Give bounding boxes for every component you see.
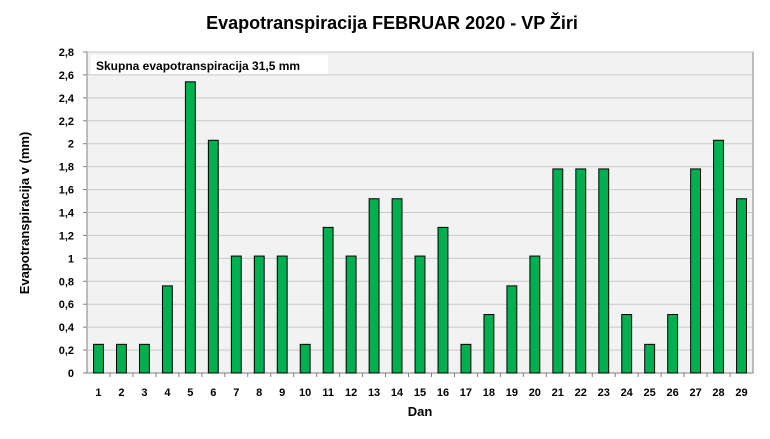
bar-day-8 <box>253 255 265 374</box>
y-tick-label: 2 <box>68 139 74 151</box>
y-tick-label: 0,6 <box>59 299 74 311</box>
bar-day-1 <box>93 343 104 374</box>
bar-day-18 <box>483 314 495 374</box>
x-tick-label: 6 <box>210 387 216 399</box>
bar-day-5 <box>184 81 196 374</box>
bar-day-12 <box>345 255 357 374</box>
x-tick-label: 9 <box>279 387 285 399</box>
y-tick-label: 2,2 <box>59 116 74 128</box>
x-tick-label: 23 <box>598 387 610 399</box>
x-tick-label: 27 <box>689 387 701 399</box>
y-tick-label: 0,4 <box>59 322 75 334</box>
bar-day-19 <box>506 285 518 374</box>
x-tick-label: 11 <box>322 387 334 399</box>
x-tick-label: 24 <box>621 387 634 399</box>
y-axis-title: Evapotranspiracija v (mm) <box>17 132 32 295</box>
bar-day-28 <box>713 139 724 374</box>
x-tick-label: 3 <box>141 387 147 399</box>
x-tick-label: 10 <box>299 387 311 399</box>
x-tick-label: 1 <box>95 387 101 399</box>
y-tick-label: 0,8 <box>59 276 74 288</box>
bar-day-27 <box>690 168 702 374</box>
bar-day-20 <box>529 255 541 374</box>
bar-day-25 <box>644 343 656 374</box>
x-tick-label: 18 <box>483 387 495 399</box>
bar-day-22 <box>575 168 587 374</box>
y-tick-label: 2,4 <box>59 93 75 105</box>
y-tick-label: 1 <box>68 253 74 265</box>
x-axis-ticks: 1 2 3 4 5 6 7 8 9 10 11 12 13 14 15 16 17 18 19 20 21 22 23 24 2… <box>95 373 748 399</box>
x-tick-label: 5 <box>187 387 193 399</box>
x-tick-label: 16 <box>437 387 449 399</box>
x-tick-label: 7 <box>233 387 239 399</box>
bar-day-14 <box>391 198 403 374</box>
y-tick-label: 1,8 <box>59 162 74 174</box>
bar-day-21 <box>552 168 564 374</box>
bar-day-23 <box>598 168 610 374</box>
y-axis-ticks: 0 0,2 0,4 0,6 0,8 1 1,2 1,4 1,6 1,8 2 2,2 2,4 2,6 2,8 <box>59 47 87 380</box>
x-tick-label: 13 <box>368 387 380 399</box>
x-tick-label: 12 <box>345 387 357 399</box>
x-tick-label: 29 <box>735 387 747 399</box>
x-tick-label: 15 <box>414 387 426 399</box>
x-tick-label: 8 <box>256 387 262 399</box>
y-tick-label: 2,6 <box>59 70 74 82</box>
y-tick-label: 0,2 <box>59 345 74 357</box>
bar-day-9 <box>276 255 288 374</box>
gridlines <box>87 51 753 351</box>
y-tick-label: 1,6 <box>59 185 74 197</box>
x-tick-label: 14 <box>391 387 404 399</box>
annotation-box <box>91 55 328 75</box>
bar-day-24 <box>621 314 633 374</box>
bar-day-2 <box>116 343 127 374</box>
y-tick-label: 0 <box>68 368 74 380</box>
bar-day-6 <box>207 139 219 374</box>
x-tick-label: 26 <box>666 387 678 399</box>
bar-day-16 <box>437 226 449 374</box>
bar-day-15 <box>414 255 426 374</box>
x-tick-label: 2 <box>118 387 124 399</box>
x-tick-label: 21 <box>552 387 564 399</box>
bar-day-29 <box>736 198 747 374</box>
x-tick-label: 22 <box>575 387 587 399</box>
y-tick-label: 1,2 <box>59 230 74 242</box>
bar-day-4 <box>161 285 173 374</box>
x-tick-label: 20 <box>529 387 541 399</box>
bar-day-10 <box>299 343 311 374</box>
bar-day-11 <box>322 226 334 374</box>
bars <box>93 81 747 374</box>
x-tick-label: 19 <box>506 387 518 399</box>
bar-day-17 <box>460 343 472 374</box>
x-tick-label: 17 <box>460 387 472 399</box>
bar-day-3 <box>138 343 150 374</box>
x-axis-title: Dan <box>408 404 433 419</box>
x-tick-label: 4 <box>164 387 171 399</box>
x-tick-label: 25 <box>644 387 656 399</box>
bar-day-7 <box>230 255 242 374</box>
bar-day-13 <box>368 198 380 374</box>
y-tick-label: 1,4 <box>59 208 75 220</box>
total-annotation: Skupna evapotranspiracija 31,5 mm <box>96 59 300 73</box>
x-tick-label: 28 <box>712 387 724 399</box>
bar-day-26 <box>667 314 679 374</box>
chart-title: Evapotranspiracija FEBRUAR 2020 - VP Žir… <box>206 12 578 33</box>
y-tick-label: 2,8 <box>59 47 74 59</box>
